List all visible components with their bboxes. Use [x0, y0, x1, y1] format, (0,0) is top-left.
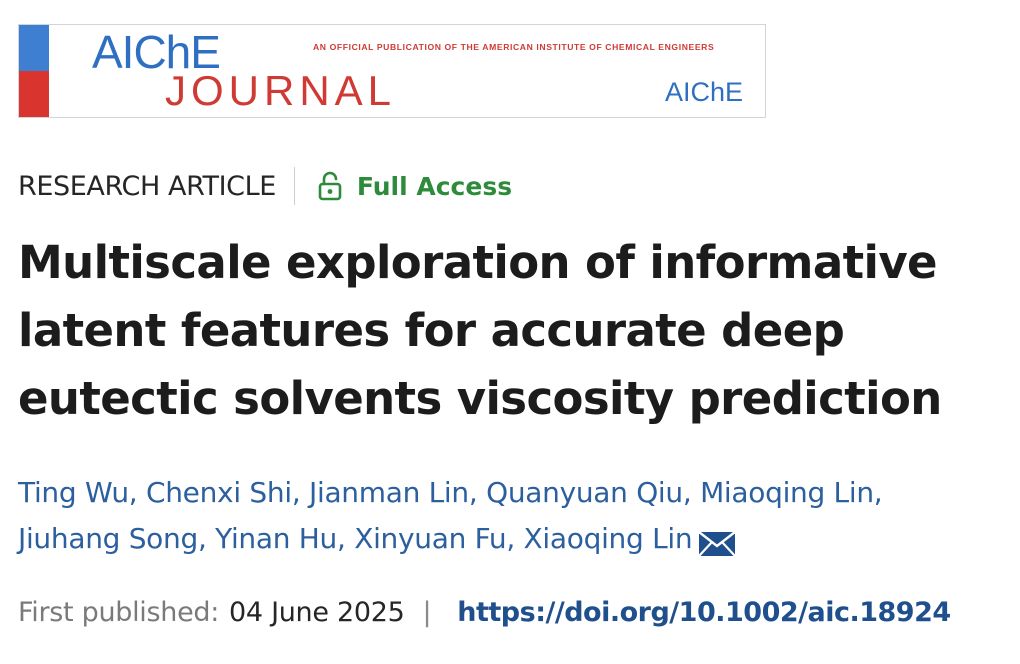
- article-meta-row: RESEARCH ARTICLE Full Access: [18, 166, 512, 206]
- article-title: Multiscale exploration of informative la…: [18, 229, 1008, 433]
- first-published-label: First published:: [18, 596, 220, 628]
- banner-stripe-blue: [19, 25, 49, 71]
- doi-link[interactable]: https://doi.org/10.1002/aic.18924: [457, 596, 951, 628]
- title-line: eutectic solvents viscosity prediction: [18, 372, 942, 425]
- banner-stripe-red: [19, 71, 49, 117]
- author-link[interactable]: Quanyuan Qiu: [486, 476, 683, 509]
- separator: |: [422, 596, 432, 628]
- author-link[interactable]: Xiaoqing Lin: [523, 522, 693, 555]
- author-link[interactable]: Ting Wu: [18, 476, 129, 509]
- author-link[interactable]: Chenxi Shi: [145, 476, 292, 509]
- article-type: RESEARCH ARTICLE: [18, 170, 276, 202]
- access-badge: Full Access: [317, 170, 512, 202]
- journal-logo-bottom: JOURNAL: [165, 67, 397, 114]
- author-list: Ting Wu, Chenxi Shi, Jianman Lin, Quanyu…: [18, 476, 883, 557]
- first-published-date: 04 June 2025: [229, 596, 405, 628]
- mail-icon[interactable]: [698, 525, 737, 557]
- meta-divider: [293, 167, 295, 205]
- title-line: Multiscale exploration of informative: [18, 236, 938, 289]
- lock-open-icon: [317, 170, 343, 202]
- author-link[interactable]: Miaoqing Lin: [700, 476, 874, 509]
- publication-info: First published: 04 June 2025 | https://…: [18, 588, 951, 636]
- title-line: latent features for accurate deep: [18, 304, 845, 357]
- journal-banner[interactable]: AIChE JOURNAL An Official Publication of…: [18, 24, 766, 118]
- author-link[interactable]: Jiuhang Song: [18, 522, 198, 555]
- author-link[interactable]: Yinan Hu: [215, 522, 337, 555]
- society-logo: AIChE: [664, 77, 743, 107]
- journal-tagline: An Official Publication of the American …: [313, 42, 715, 52]
- journal-logo-top: AIChE: [92, 26, 221, 78]
- author-link[interactable]: Xinyuan Fu: [354, 522, 507, 555]
- author-link[interactable]: Jianman Lin: [309, 476, 469, 509]
- access-label: Full Access: [356, 171, 513, 201]
